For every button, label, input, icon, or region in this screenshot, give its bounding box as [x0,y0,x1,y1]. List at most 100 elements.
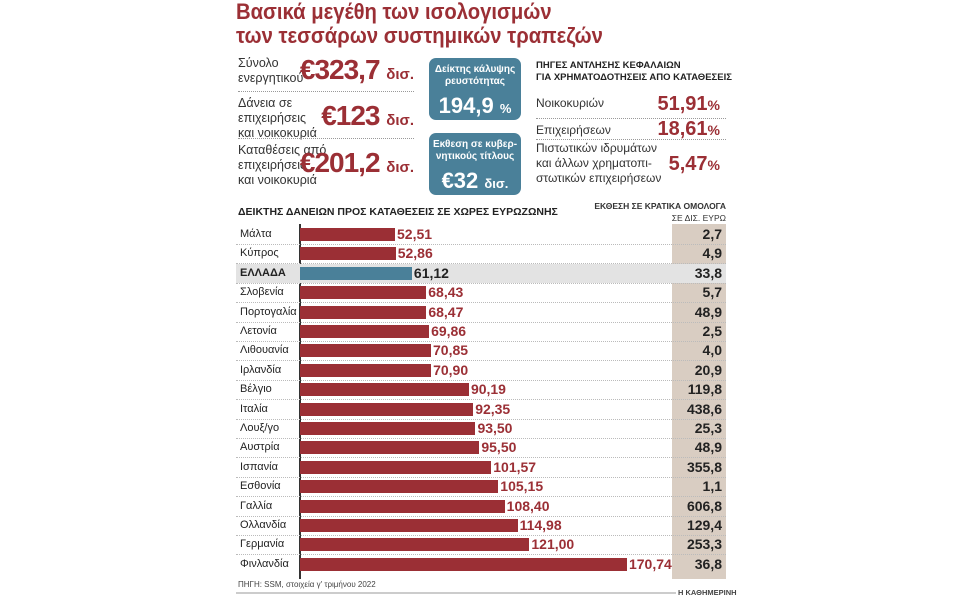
source-label-line: Επιχειρήσεων [536,123,611,137]
bar-value-label: 114,98 [519,517,562,533]
bar-value-label: 70,90 [433,361,469,378]
exposure-value: 33,8 [694,264,722,281]
page-title: Βασικά μεγέθη των ισολογισμών των τεσσάρ… [236,0,603,48]
summary-unit: δισ. [386,111,414,129]
source-label: Πιστωτικών ιδρυμάτων και άλλων χρηματοπι-… [536,141,661,186]
table-row: Βέλγιο 90,19 119,8 [236,380,726,401]
country-label: Γερμανία [240,538,285,551]
bar-value-label: 93,50 [477,420,513,436]
row-divider [236,496,726,498]
info-box-unit: % [499,101,512,116]
summary-label: Δάνεια σε επιχειρήσεις και νοικοκυριά [238,96,317,141]
info-box-title-line: νητικούς τίτλους [435,151,515,162]
country-label: Λιθουανία [240,344,289,357]
info-box-title: Δείκτης κάλυψης ρευστότητας [429,64,521,88]
sources-header-line: ΓΙΑ ΧΡΗΜΑΤΟΔΟΤΗΣΕΙΣ ΑΠΟ ΚΑΤΑΘΕΣΕΙΣ [536,72,732,83]
country-label: Λετονία [240,325,277,337]
source-percent: 5,47 [668,153,708,175]
row-divider [236,282,726,284]
info-box-amount: 194,9 [438,93,494,118]
row-divider [236,379,726,381]
summary-label-line: επιχειρήσεις [238,158,307,172]
chart-title: ΔΕΙΚΤΗΣ ΔΑΝΕΙΩΝ ΠΡΟΣ ΚΑΤΑΘΕΣΕΙΣ ΣΕ ΧΩΡΕΣ… [238,206,558,218]
bar-value-label: 68,47 [428,303,464,320]
row-divider [236,438,726,439]
summary-label: Καταθέσεις από επιχειρήσεις και νοικοκυριά [238,143,326,188]
bar [300,286,427,300]
bar-value-label: 105,15 [500,478,544,495]
table-row: Εσθονία 105,15 1,1 [236,477,726,498]
country-label: Φινλανδία [240,557,289,570]
country-label: Εσθονία [240,480,281,493]
row-divider [236,418,726,420]
bar-value-label: 61,12 [413,264,449,281]
info-box-title-line: Δείκτης κάλυψης [434,64,516,75]
row-divider [236,321,726,323]
row-divider [236,302,726,304]
bar-value-label: 68,43 [428,284,464,301]
source-note: ΠΗΓΗ: SSM, στοιχεία γ' τριμήνου 2022 [238,580,376,589]
sources-header: ΠΗΓΕΣ ΑΝΤΛΗΣΗΣ ΚΕΦΑΛΑΙΩΝ ΓΙΑ ΧΡΗΜΑΤΟΔΟΤΗΣ… [536,60,732,84]
exposure-value: 36,8 [694,555,722,572]
bar [300,480,499,494]
country-label: Κύπρος [240,247,279,260]
info-box-title: Εκθεση σε κυβερ-νητικούς τίτλους [429,139,521,163]
exposure-value: 2,5 [702,323,722,339]
bar-value-label: 52,86 [397,245,433,262]
summary-value: €201,2 δισ. [300,147,414,179]
country-label: Βέλγιο [240,383,272,396]
row-divider [236,360,726,362]
summary-label-line: επιχειρήσεις [238,111,307,125]
country-label: ΕΛΛΑΔΑ [240,266,286,279]
source-label-line: Πιστωτικών ιδρυμάτων [536,141,657,155]
exposure-value: 20,9 [694,361,722,378]
bar-value-label: 108,40 [506,497,550,514]
source-value: 5,47% [669,153,720,176]
source-label-line: Νοικοκυριών [536,96,604,110]
row-divider [236,457,726,459]
bar-value-label: 95,50 [481,439,517,456]
row-divider [236,341,726,342]
divider [238,91,414,92]
country-label: Γαλλία [240,499,273,512]
info-box-value: €32 δισ. [429,168,521,194]
bar [300,266,412,280]
bar-value-label: 52,51 [397,226,433,242]
source-percent: 51,91 [657,93,708,115]
source-label-line: και άλλων χρηματοπι- [536,156,652,170]
table-row: Αυστρία 95,50 48,9 [236,438,726,459]
bar-value-label: 121,00 [531,536,575,553]
divider [536,118,726,119]
exposure-value: 606,8 [686,497,722,514]
exposure-value: 4,0 [702,342,722,359]
source-label: Νοικοκυριών [536,96,604,111]
bar [300,402,474,416]
info-box-amount: €32 [441,168,479,193]
bar-value-label: 101,57 [493,458,537,475]
exposure-value: 129,4 [686,517,722,533]
source-label-line: στωτικών επιχειρήσεων [536,171,662,185]
bar-value-label: 69,86 [431,323,467,339]
country-label: Ιρλανδία [240,363,282,376]
summary-value: €323,7 δισ. [300,54,414,86]
exposure-value: 438,6 [686,400,722,417]
summary-value: €123 δισ. [321,100,414,132]
table-row: Λιθουανία 70,85 4,0 [236,341,726,362]
country-label: Ολλανδία [240,519,287,531]
summary-amount: €323,7 [299,54,381,85]
table-row: Πορτογαλία 68,47 48,9 [236,303,726,323]
info-box-value: 194,9 % [429,93,521,119]
country-label: Ιταλία [240,402,268,415]
bar [300,519,518,532]
source-unit: % [707,97,720,113]
info-box: Δείκτης κάλυψης ρευστότητας 194,9 % [429,58,521,120]
row-divider [236,476,726,478]
source-value: 18,61% [657,118,720,141]
summary-unit: δισ. [386,159,414,176]
info-box-title-line: ρευστότητας [445,76,505,87]
sources-header-line: ΠΗΓΕΣ ΑΝΤΛΗΣΗΣ ΚΕΦΑΛΑΙΩΝ [536,60,681,71]
table-row: ΕΛΛΑΔΑ 61,12 33,8 [236,263,726,284]
exposure-value: 1,1 [702,478,722,495]
country-label: Μάλτα [240,228,272,240]
footer-rule [236,592,676,594]
